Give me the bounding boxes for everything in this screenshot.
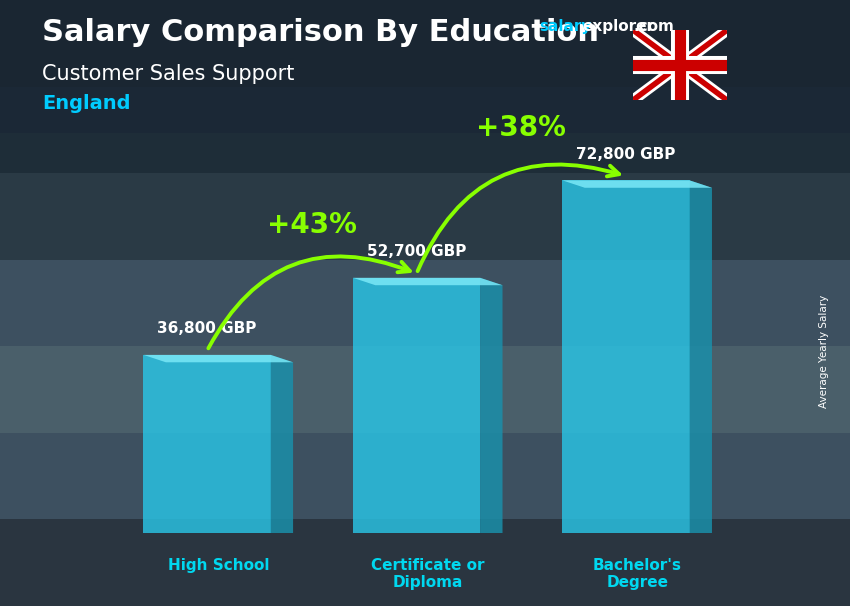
Bar <box>0 87 850 173</box>
Text: +38%: +38% <box>476 113 566 142</box>
Bar <box>0 0 850 133</box>
Text: Average Yearly Salary: Average Yearly Salary <box>819 295 829 408</box>
Polygon shape <box>563 181 689 533</box>
Bar <box>0 260 850 346</box>
Text: Customer Sales Support: Customer Sales Support <box>42 64 295 84</box>
Polygon shape <box>563 181 712 188</box>
Text: salary: salary <box>540 19 592 35</box>
Polygon shape <box>270 355 293 541</box>
Text: explorer: explorer <box>582 19 654 35</box>
Text: England: England <box>42 94 131 113</box>
Text: High School: High School <box>167 558 269 573</box>
Bar <box>0 433 850 519</box>
Polygon shape <box>480 278 502 541</box>
Text: 72,800 GBP: 72,800 GBP <box>576 147 676 162</box>
Polygon shape <box>353 278 502 285</box>
Bar <box>0 519 850 606</box>
Bar <box>0 0 850 87</box>
Text: Bachelor's
Degree: Bachelor's Degree <box>592 558 682 590</box>
Bar <box>0 173 850 260</box>
Text: 36,800 GBP: 36,800 GBP <box>157 321 257 336</box>
Polygon shape <box>689 181 712 541</box>
Text: Certificate or
Diploma: Certificate or Diploma <box>371 558 484 590</box>
Text: 52,700 GBP: 52,700 GBP <box>367 244 466 259</box>
Bar <box>0 346 850 433</box>
Text: Salary Comparison By Education: Salary Comparison By Education <box>42 18 599 47</box>
Text: +43%: +43% <box>267 211 357 239</box>
Text: .com: .com <box>633 19 674 35</box>
Polygon shape <box>353 278 480 533</box>
Polygon shape <box>144 355 293 362</box>
Polygon shape <box>144 355 270 533</box>
